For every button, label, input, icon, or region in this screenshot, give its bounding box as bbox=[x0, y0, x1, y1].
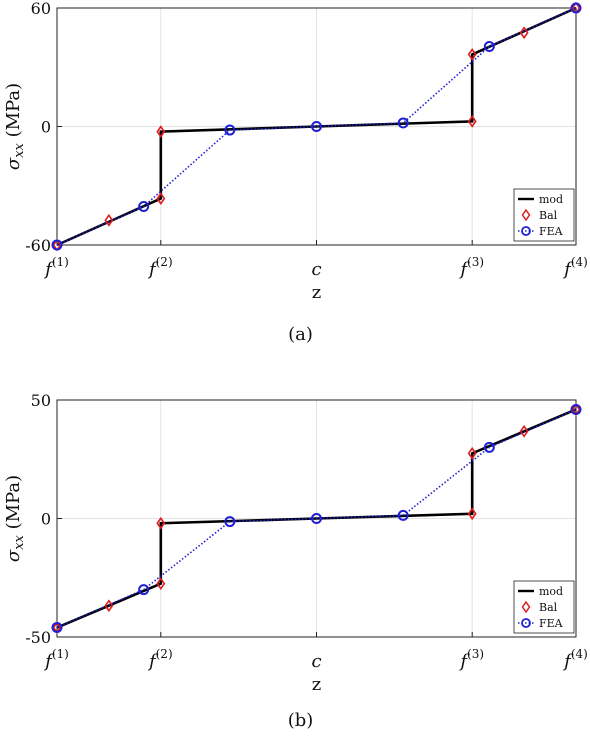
legend-box bbox=[513, 188, 575, 242]
series-fea-marker bbox=[483, 441, 495, 453]
series-bal-marker bbox=[467, 48, 477, 61]
y-tick-label: 60 bbox=[31, 0, 51, 18]
series-bal-marker bbox=[467, 114, 477, 128]
legend-label: mod bbox=[539, 193, 563, 206]
series-bal-marker bbox=[519, 424, 529, 438]
legend-swatch-bal bbox=[521, 208, 531, 222]
x-tick-label: f(1) bbox=[43, 647, 69, 672]
series-fea-marker bbox=[397, 117, 409, 129]
series-fea-marker bbox=[224, 516, 236, 528]
y-axis-label: σxx (MPa) bbox=[3, 475, 27, 562]
x-tick-label: f(2) bbox=[147, 255, 173, 280]
legend-label: Bal bbox=[539, 601, 558, 614]
x-tick-label: c bbox=[311, 651, 321, 672]
y-tick-label: 0 bbox=[41, 118, 51, 137]
series-fea-marker bbox=[138, 584, 150, 596]
x-tick-label: f(3) bbox=[458, 647, 484, 672]
series-bal-marker bbox=[156, 125, 166, 139]
y-tick-label: -50 bbox=[25, 628, 51, 647]
x-tick-label: c bbox=[311, 259, 321, 280]
legend-box bbox=[513, 580, 575, 634]
x-tick-label: f(4) bbox=[562, 647, 588, 672]
series-bal-marker bbox=[104, 213, 114, 227]
series-bal-marker bbox=[156, 516, 166, 530]
x-tick-label: f(2) bbox=[147, 647, 173, 672]
x-tick-label: f(4) bbox=[562, 255, 588, 280]
series-bal-marker bbox=[156, 192, 166, 205]
legend-label: mod bbox=[539, 585, 563, 598]
series-fea-line bbox=[56, 408, 577, 629]
panel-caption: (a) bbox=[288, 324, 313, 345]
x-axis-label: z bbox=[312, 674, 321, 695]
legend-swatch-fea bbox=[521, 226, 531, 236]
series-fea-marker bbox=[138, 200, 150, 212]
x-axis-label: z bbox=[312, 282, 321, 303]
series-fea-marker bbox=[397, 509, 409, 521]
y-tick-label: -60 bbox=[25, 236, 51, 255]
legend-label: Bal bbox=[539, 209, 558, 222]
y-tick-label: 50 bbox=[31, 391, 51, 410]
series-fea-marker bbox=[483, 41, 495, 53]
series-bal-marker bbox=[467, 507, 477, 521]
chart-panel-2: -50 0 50 f(1) f(2) c f(3) f(4) z σxx (MPa) mod Bal F… bbox=[3, 391, 588, 695]
series-fea-marker bbox=[51, 239, 63, 251]
y-axis-label: σxx (MPa) bbox=[3, 83, 27, 170]
series-bal-marker bbox=[156, 577, 166, 591]
x-tick-label: f(1) bbox=[43, 255, 69, 280]
legend-swatch-fea bbox=[521, 618, 531, 628]
legend: mod Bal FEA bbox=[513, 188, 575, 242]
legend-label: FEA bbox=[539, 617, 564, 630]
series-bal-marker bbox=[467, 446, 477, 460]
chart-panel-1: -60 0 60 f(1) f(2) c f(3) f(4) z σxx (MPa) mod Bal F… bbox=[3, 0, 588, 303]
series-bal-marker bbox=[104, 599, 114, 613]
series-fea-line bbox=[56, 7, 577, 246]
series-fea-marker bbox=[51, 622, 63, 634]
series-fea-marker bbox=[224, 124, 236, 136]
legend-label: FEA bbox=[539, 225, 564, 238]
legend-swatch-bal bbox=[521, 600, 531, 614]
series-fea-marker bbox=[570, 2, 582, 14]
series-fea-marker bbox=[570, 403, 582, 415]
series-fea-marker bbox=[311, 513, 322, 524]
series-fea-marker bbox=[311, 121, 322, 132]
series-bal-marker bbox=[519, 26, 529, 40]
legend: mod Bal FEA bbox=[513, 580, 575, 634]
x-tick-label: f(3) bbox=[458, 255, 484, 280]
series-mod-line bbox=[56, 6, 577, 247]
y-tick-label: 0 bbox=[41, 510, 51, 529]
panel-caption: (b) bbox=[288, 710, 314, 731]
